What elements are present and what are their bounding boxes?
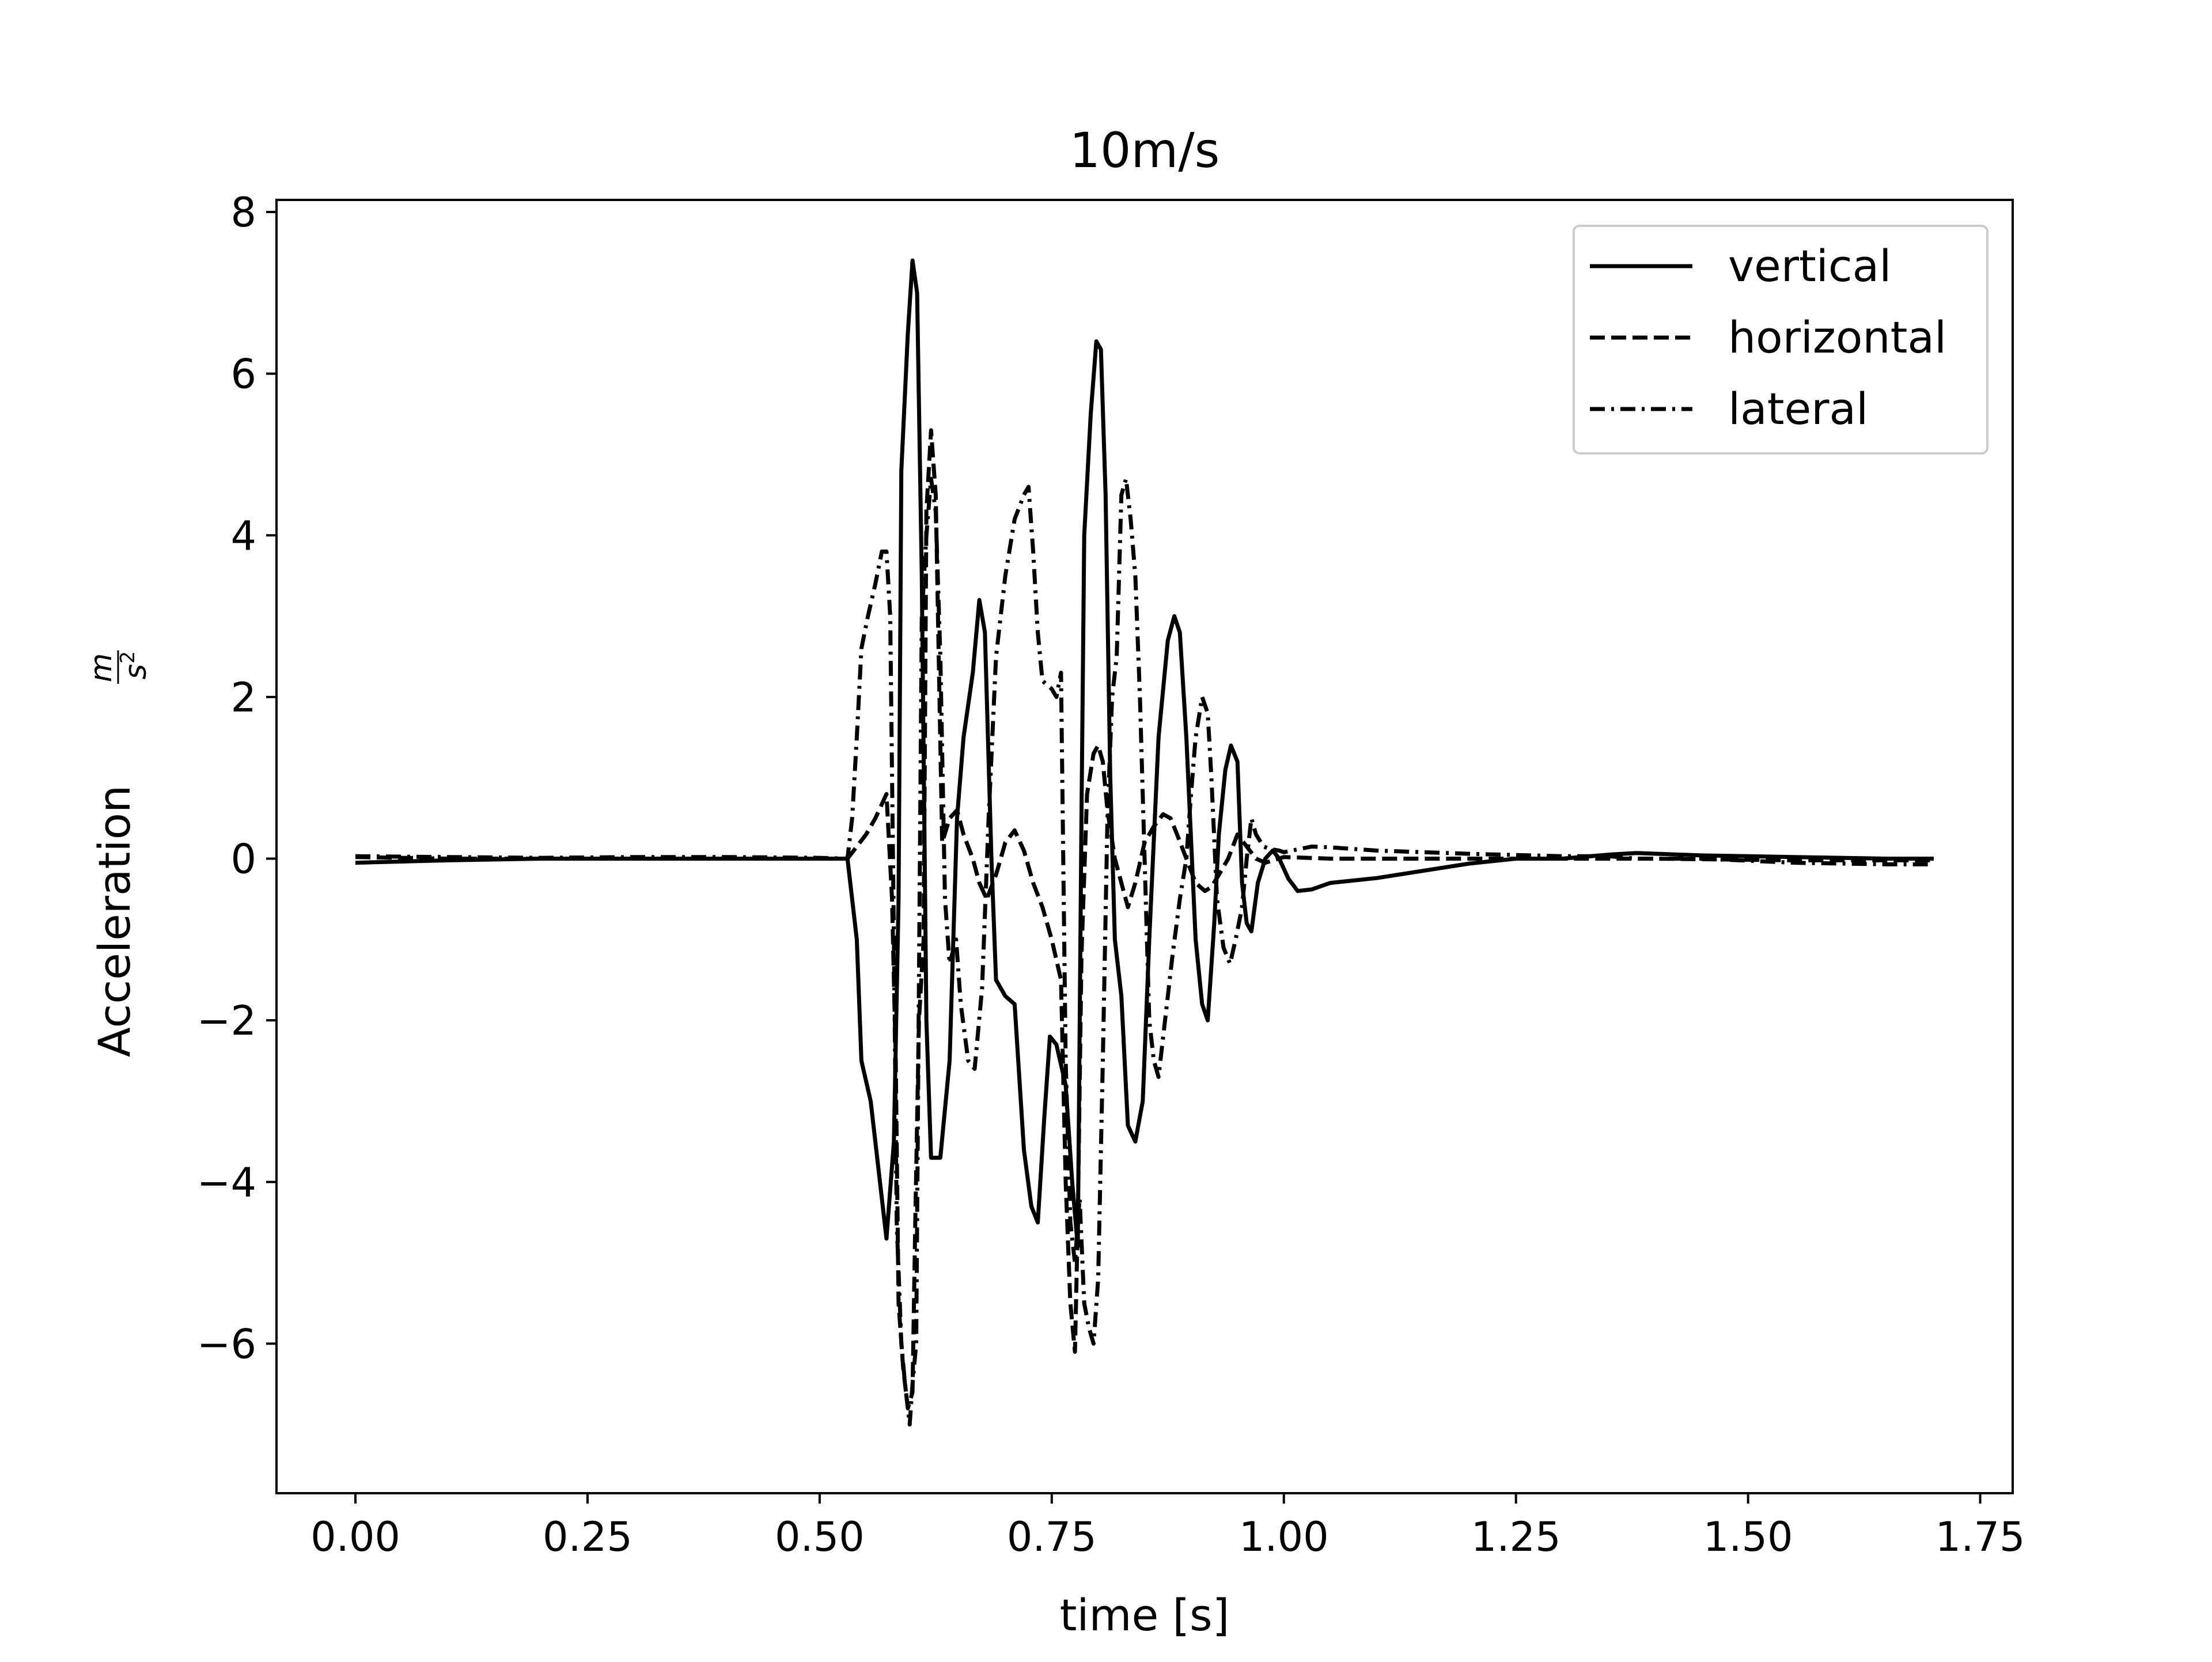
- y-axis-label-unit-numerator: m: [84, 653, 119, 683]
- y-axis: −6 −4 −2 0 2 4 6 8: [197, 189, 276, 1368]
- legend-box: [1573, 225, 1988, 455]
- y-axis-label-unit-denominator: s: [119, 664, 153, 679]
- x-tick-label: 0.25: [543, 1513, 632, 1561]
- y-tick-label: 6: [230, 351, 256, 398]
- legend-label-lateral: lateral: [1728, 383, 1868, 434]
- legend-label-vertical: vertical: [1728, 240, 1891, 291]
- x-tick-label: 0.75: [1007, 1513, 1097, 1561]
- y-tick-label: 0: [230, 836, 256, 883]
- x-tick-label: 1.00: [1239, 1513, 1329, 1561]
- x-tick-label: 1.50: [1703, 1513, 1793, 1561]
- x-tick-label: 0.50: [775, 1513, 865, 1561]
- x-tick-label: 1.75: [1936, 1513, 2025, 1561]
- x-tick-label: 0.00: [310, 1513, 400, 1561]
- series-line-lateral: [355, 476, 1934, 1427]
- y-axis-label-unit-exponent: 2: [116, 651, 139, 664]
- y-tick-label: 2: [230, 674, 256, 721]
- x-tick-label: 1.25: [1471, 1513, 1561, 1561]
- y-tick-label: −6: [197, 1320, 256, 1368]
- plot-lines: [355, 258, 1934, 1427]
- chart-title: 10m/s: [1070, 122, 1220, 179]
- y-tick-label: −4: [197, 1159, 256, 1206]
- plot-frame: [275, 199, 2014, 1494]
- x-axis-label: time [s]: [1060, 1589, 1230, 1641]
- y-tick-label: −2: [197, 997, 256, 1044]
- legend-label-horizontal: horizontal: [1728, 312, 1946, 363]
- y-axis-label-text: Acceleration: [89, 785, 140, 1057]
- y-tick-label: 4: [230, 512, 256, 559]
- x-axis: 0.00 0.25 0.50 0.75 1.00 1.25 1.50 1.75: [310, 1493, 2025, 1561]
- y-tick-label: 8: [230, 189, 256, 236]
- series-line-vertical: [355, 258, 1934, 1249]
- legend: vertical horizontal lateral: [1573, 225, 1988, 455]
- y-axis-label: Acceleration m s 2: [84, 650, 153, 1057]
